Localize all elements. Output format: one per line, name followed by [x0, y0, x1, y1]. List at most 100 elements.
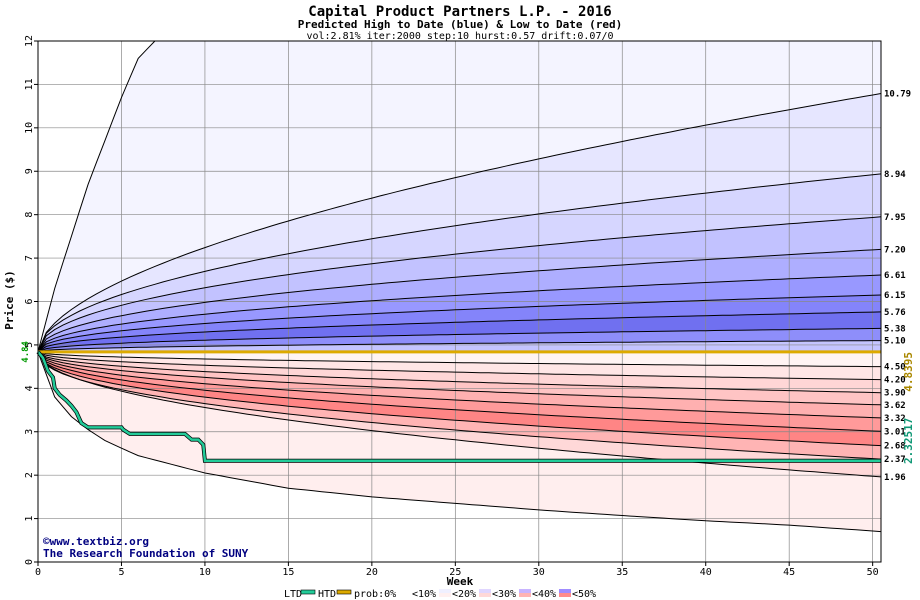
- legend-ltd-swatch: [300, 589, 316, 595]
- legend-ltd-label: LTD: [284, 589, 302, 600]
- high-band: [38, 328, 881, 352]
- probability-bands: [38, 41, 881, 532]
- high-band: [38, 275, 881, 352]
- end-label: 6.61: [884, 271, 906, 281]
- legend-item-label: <40%: [532, 589, 556, 600]
- legend-swatch-low: [399, 593, 411, 597]
- x-axis-ticks: 0 5 10 15 20 25 30 35 40 45 50: [35, 562, 879, 578]
- x-tick-label: 45: [783, 567, 795, 578]
- y-tick-label: 7: [24, 255, 35, 261]
- low-band: [38, 351, 881, 380]
- y-axis-label: Price ($): [3, 270, 16, 330]
- y-tick-label: 8: [24, 212, 35, 218]
- lower-envelope-line: [37, 351, 882, 533]
- chart-subtitle: Predicted High to Date (blue) & Low to D…: [298, 18, 623, 31]
- high-band: [38, 311, 881, 352]
- x-tick-label: 40: [700, 567, 712, 578]
- end-label: 5.76: [884, 308, 906, 318]
- start-price-label: 4.84: [21, 340, 31, 362]
- legend-swatch-low: [519, 593, 531, 597]
- low-quantile-line: [37, 351, 882, 394]
- high-band: [38, 173, 881, 352]
- high-quantile-line: [37, 173, 882, 353]
- low-quantile-line: [37, 351, 882, 406]
- high-quantile-line: [37, 294, 882, 353]
- low-band: [38, 351, 881, 405]
- legend-htd-swatch: [336, 589, 352, 595]
- chart-title: Capital Product Partners L.P. - 2016: [308, 4, 611, 20]
- x-tick-label: 0: [35, 567, 41, 578]
- high-quantile-line: [37, 327, 882, 353]
- y-tick-label: 10: [24, 122, 35, 134]
- x-tick-label: 10: [199, 567, 211, 578]
- low-band: [38, 351, 881, 477]
- end-label: 3.90: [884, 389, 906, 399]
- x-tick-label: 35: [616, 567, 628, 578]
- low-quantile-line: [37, 351, 882, 432]
- ltd-line: [37, 351, 881, 463]
- end-label: 2.68: [884, 442, 906, 452]
- low-quantile-line: [37, 351, 882, 460]
- low-quantile-line: [37, 351, 881, 368]
- y-tick-label: 3: [24, 429, 35, 435]
- legend-swatch-low: [559, 593, 571, 597]
- x-tick-label: 25: [449, 567, 461, 578]
- legend-item-label: <10%: [412, 589, 436, 600]
- high-quantile-line: [37, 340, 881, 353]
- low-quantile-line: [37, 351, 882, 419]
- end-label: 3.01: [884, 427, 906, 437]
- low-band: [38, 351, 881, 432]
- legend-swatch-low: [479, 593, 491, 597]
- end-label: 5.38: [884, 324, 906, 334]
- htd-value-label: 4.8395: [902, 352, 915, 392]
- low-quantile-line: [37, 351, 882, 381]
- low-band: [38, 351, 881, 418]
- credit-org: The Research Foundation of SUNY: [43, 547, 249, 560]
- legend-item-label: <20%: [452, 589, 476, 600]
- legend-swatch-high: [479, 589, 491, 593]
- end-label: 7.95: [884, 213, 906, 223]
- x-tick-label: 5: [118, 567, 124, 578]
- legend: LTD HTD prob:0% <10% <20% <30% <40% <50%: [284, 589, 596, 600]
- end-label: 7.20: [884, 245, 906, 255]
- legend-swatch-high: [559, 589, 571, 593]
- end-label: 8.94: [884, 170, 906, 180]
- end-label: 3.62: [884, 401, 906, 411]
- high-band: [38, 340, 881, 352]
- legend-item-label: prob:0%: [354, 589, 396, 600]
- low-quantile-line: [37, 351, 882, 478]
- y-tick-label: 2: [24, 472, 35, 478]
- end-label: 1.96: [884, 473, 906, 483]
- x-tick-label: 50: [867, 567, 879, 578]
- ltd-value-label: 2.32517: [902, 418, 915, 464]
- credit-url: ©www.textbiz.org: [43, 535, 149, 548]
- end-label: 5.10: [884, 337, 906, 347]
- low-band: [38, 351, 881, 532]
- y-tick-label: 4: [24, 385, 35, 391]
- plot-frame: [37, 40, 882, 563]
- high-quantile-line: [37, 93, 882, 353]
- legend-swatch-high: [399, 589, 411, 593]
- chart-params: vol:2.81% iter:2000 step:10 hurst:0.57 d…: [306, 31, 613, 42]
- x-tick-label: 30: [533, 567, 545, 578]
- x-tick-label: 20: [366, 567, 378, 578]
- legend-items: prob:0% <10% <20% <30% <40% <50%: [354, 589, 596, 600]
- end-label: 4.20: [884, 376, 906, 386]
- high-band: [38, 295, 881, 352]
- y-tick-label: 12: [24, 35, 35, 47]
- x-tick-label: 15: [282, 567, 294, 578]
- high-quantile-line: [37, 274, 882, 353]
- end-label: 3.32: [884, 414, 906, 424]
- high-band: [38, 41, 881, 352]
- legend-htd-label: HTD: [318, 589, 336, 600]
- y-tick-label: 0: [24, 559, 35, 565]
- end-label: 2.37: [884, 455, 906, 465]
- legend-swatch-high: [439, 589, 451, 593]
- end-labels: 10.79 8.94 7.95 7.20 6.61 6.15 5.76 5.38 5.10 4.5…: [884, 90, 911, 483]
- legend-swatch-high: [519, 589, 531, 593]
- y-tick-label: 11: [24, 78, 35, 90]
- y-tick-label: 9: [24, 168, 35, 174]
- low-band: [38, 351, 881, 460]
